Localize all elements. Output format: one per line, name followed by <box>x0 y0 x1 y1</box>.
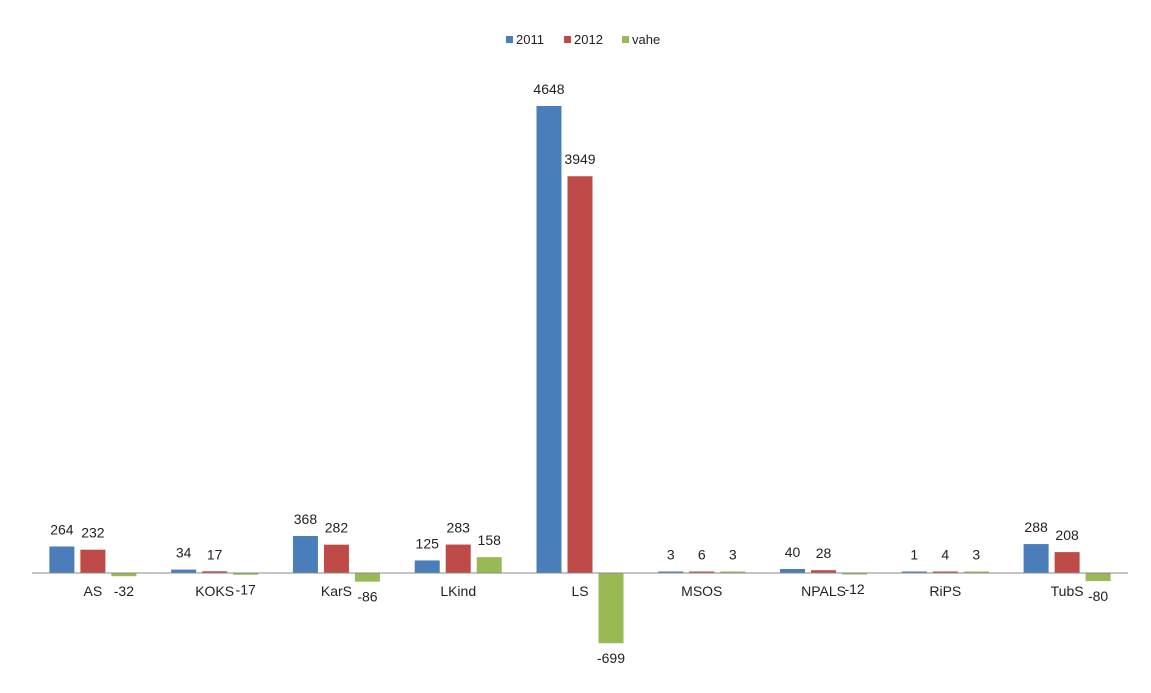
data-label-LKind-vahe: 158 <box>478 532 502 548</box>
data-label-KarS-2012: 282 <box>325 520 349 536</box>
data-label-KOKS-2012: 17 <box>207 546 223 562</box>
legend-swatch-2012 <box>564 36 571 43</box>
x-tick-label-NPALS: NPALS <box>801 583 846 599</box>
data-label-MSOS-2011: 3 <box>667 547 675 563</box>
bar-KarS-2011 <box>292 536 318 573</box>
bar-TubS-vahe <box>1085 573 1111 582</box>
bar-RiPS-2011 <box>901 571 927 573</box>
legend-label-2011: 2011 <box>516 32 544 47</box>
data-label-NPALS-vahe: -12 <box>844 581 864 597</box>
x-tick-label-KOKS: KOKS <box>195 583 234 599</box>
bar-NPALS-vahe <box>842 573 868 575</box>
data-label-TubS-2012: 208 <box>1055 527 1079 543</box>
data-label-KOKS-2011: 34 <box>176 545 192 561</box>
data-label-KarS-vahe: -86 <box>357 589 377 605</box>
data-label-LKind-2011: 125 <box>416 535 440 551</box>
bar-AS-2011 <box>49 546 75 573</box>
x-tick-label-RiPS: RiPS <box>929 583 961 599</box>
legend-label-2012: 2012 <box>574 32 603 47</box>
bar-KOKS-2011 <box>171 569 197 573</box>
bar-NPALS-2011 <box>780 568 806 573</box>
x-tick-label-TubS: TubS <box>1051 583 1084 599</box>
data-label-LS-vahe: -699 <box>597 650 625 666</box>
data-label-NPALS-2012: 28 <box>816 545 832 561</box>
data-label-MSOS-vahe: 3 <box>729 547 737 563</box>
bars-group <box>49 106 1111 644</box>
bar-NPALS-2012 <box>811 570 837 573</box>
x-tick-label-LS: LS <box>571 583 588 599</box>
legend-label-vahe: vahe <box>632 32 660 47</box>
x-tick-label-LKind: LKind <box>440 583 476 599</box>
x-tick-label-AS: AS <box>84 583 103 599</box>
bar-TubS-2011 <box>1023 544 1049 573</box>
legend-swatch-2011 <box>506 36 513 43</box>
data-label-NPALS-2011: 40 <box>785 544 801 560</box>
x-axis-ticks: AS KOKS KarS LKind LS MSOS NPALS RiPS TubS <box>84 583 1084 599</box>
data-label-RiPS-2012: 4 <box>941 547 949 563</box>
bar-KOKS-2012 <box>202 571 228 573</box>
data-label-LS-2012: 3949 <box>564 151 595 167</box>
data-label-TubS-vahe: -80 <box>1088 588 1108 604</box>
x-tick-label-KarS: KarS <box>321 583 352 599</box>
bar-LS-vahe <box>598 573 624 644</box>
legend: 2011 2012 vahe <box>506 32 660 47</box>
bar-TubS-2012 <box>1054 552 1080 573</box>
data-label-TubS-2011: 288 <box>1024 519 1048 535</box>
legend-swatch-vahe <box>622 36 629 43</box>
data-label-AS-2011: 264 <box>50 521 74 537</box>
bar-AS-2012 <box>80 549 106 573</box>
data-label-MSOS-2012: 6 <box>698 547 706 563</box>
bar-LKind-2012 <box>445 544 471 573</box>
bar-KOKS-vahe <box>233 573 259 575</box>
bar-MSOS-2012 <box>689 571 715 573</box>
data-label-AS-vahe: -32 <box>114 583 134 599</box>
bar-KarS-vahe <box>354 573 380 582</box>
bar-MSOS-vahe <box>720 571 746 573</box>
data-label-KOKS-vahe: -17 <box>236 582 256 598</box>
data-label-LKind-2012: 283 <box>447 520 471 536</box>
data-label-RiPS-2011: 1 <box>910 547 918 563</box>
data-label-KarS-2011: 368 <box>294 511 318 527</box>
bar-MSOS-2011 <box>658 571 684 573</box>
bar-RiPS-vahe <box>963 571 989 573</box>
bar-LKind-2011 <box>414 560 440 573</box>
bar-AS-vahe <box>111 573 137 577</box>
data-label-RiPS-vahe: 3 <box>972 547 980 563</box>
bar-LKind-vahe <box>476 557 502 573</box>
bar-KarS-2012 <box>323 544 349 573</box>
x-tick-label-MSOS: MSOS <box>681 583 722 599</box>
bar-LS-2012 <box>567 176 593 574</box>
data-label-LS-2011: 4648 <box>533 81 564 97</box>
bar-LS-2011 <box>536 106 562 573</box>
data-label-AS-2012: 232 <box>81 525 105 541</box>
bar-RiPS-2012 <box>932 571 958 573</box>
